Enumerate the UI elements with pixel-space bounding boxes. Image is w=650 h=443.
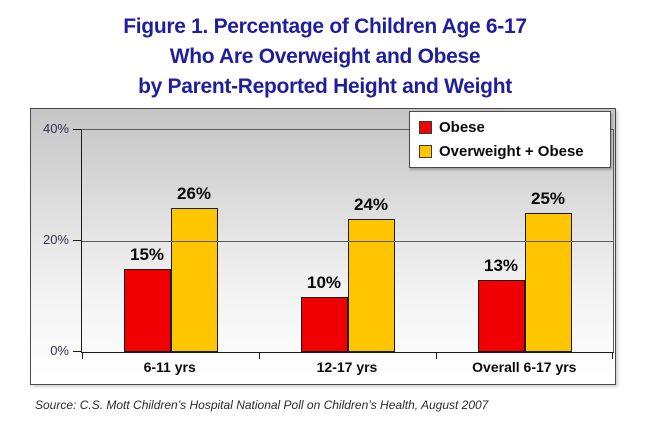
chart-title-line-1: Figure 1. Percentage of Children Age 6-1… [123, 15, 527, 38]
bar-overweight-obese: 24% [347, 195, 395, 352]
y-axis-tick-mark [73, 240, 81, 241]
bar-value-label: 24% [353, 194, 389, 214]
bar-value-label: 13% [483, 255, 519, 275]
y-axis-tick-label: 20% [42, 232, 69, 247]
chart-title-line-2: Who Are Overweight and Obese [169, 45, 481, 68]
category-label: 6-11 yrs [143, 359, 196, 375]
bar-value-label: 10% [306, 272, 342, 292]
legend-label: Obese [439, 119, 485, 136]
category-axis-labels: 6-11 yrs 12-17 yrs Overall 6-17 yrs [81, 359, 613, 375]
plot-area: 15% 26% 10% 24% 13% 25% [81, 129, 614, 359]
bar-value-label: 15% [129, 244, 165, 264]
x-axis-tick-mark [612, 352, 613, 359]
legend-label: Overweight + Obese [439, 143, 584, 160]
bar-group-overall-6-17-yrs: 13% 25% [436, 130, 613, 352]
legend: Obese Overweight + Obese [409, 111, 611, 168]
y-axis-tick: 20% [31, 231, 81, 249]
y-axis-tick: 0% [31, 342, 81, 360]
legend-item: Overweight + Obese [419, 143, 601, 160]
bar-obese: 10% [300, 273, 348, 352]
category-label: Overall 6-17 yrs [472, 359, 577, 375]
legend-item: Obese [419, 119, 601, 136]
x-axis-tick-mark [258, 352, 260, 359]
y-axis-tick-mark [73, 351, 81, 352]
y-axis-tick-mark [73, 129, 81, 130]
x-axis-tick-mark [82, 352, 83, 359]
bar-value-label: 26% [176, 183, 212, 203]
gridline-20 [82, 241, 613, 242]
x-axis-tick-mark [435, 352, 437, 359]
bar-value-label: 25% [530, 189, 566, 209]
source-note: Source: C.S. Mott Children’s Hospital Na… [35, 398, 489, 412]
legend-swatch-icon [419, 145, 432, 158]
legend-swatch-icon [419, 121, 432, 134]
chart-title: Figure 1. Percentage of Children Age 6-1… [0, 12, 650, 102]
bar-group-6-11-yrs: 15% 26% [82, 130, 259, 352]
category-label: 12-17 yrs [316, 359, 378, 375]
y-axis-tick-label: 0% [50, 343, 69, 358]
bar-groups: 15% 26% 10% 24% 13% 25% [82, 130, 613, 352]
y-axis-tick-label: 40% [42, 121, 69, 136]
bar-overweight-obese: 26% [170, 184, 218, 352]
bar-obese: 13% [477, 256, 525, 352]
chart-area: 15% 26% 10% 24% 13% 25% 6-11 yrs 12-17 yrs Over… [30, 108, 616, 385]
chart-title-line-3: by Parent-Reported Height and Weight [138, 75, 512, 98]
y-axis-tick: 40% [31, 120, 81, 138]
bar-obese: 15% [123, 245, 171, 352]
bar-overweight-obese: 25% [524, 189, 572, 352]
